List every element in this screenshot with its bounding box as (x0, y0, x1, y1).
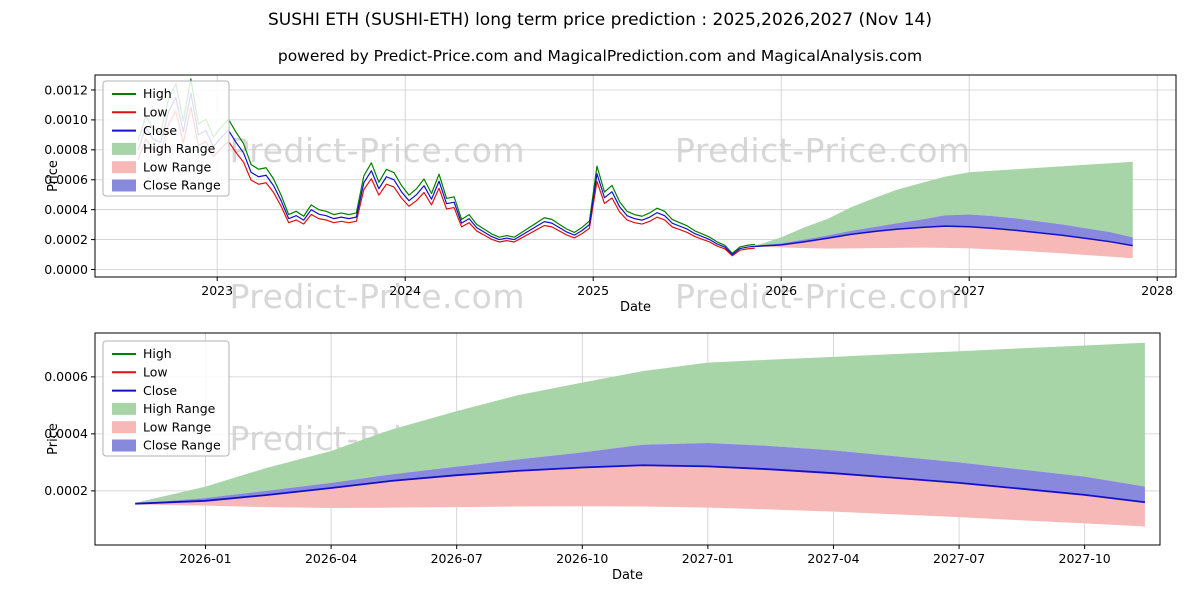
watermark-text: Predict-Price.com (675, 131, 971, 170)
long-term-chart: 2023 2024 2025 2026 2027 2028 0.0000 0.0002 0.00… (44, 74, 1177, 315)
axis-text: High Range (143, 141, 216, 156)
watermark-text: Predict-Price.com (675, 277, 971, 316)
axis-text: 0.0010 (44, 112, 88, 127)
axis-text: 2025 (577, 283, 609, 298)
forecast-detail-chart: 2026-01 2026-04 2026-07 2026-10 2027-01 2027-… (44, 332, 1161, 583)
axis-text: Date (612, 568, 643, 583)
plot-frame (94, 332, 1161, 546)
legend-swatch-low-range (112, 161, 136, 174)
series-close-forecast (754, 225, 1133, 248)
axis-text: Close (143, 123, 177, 138)
series (137, 78, 1133, 257)
band-high-range (135, 342, 1145, 504)
axis-text: 2026-10 (556, 551, 608, 566)
axis-text: High (143, 86, 172, 101)
axis-text: Price (46, 160, 61, 192)
series-high (137, 78, 755, 254)
watermark-row-top: Predict-Price.com Predict-Price.com (0, 131, 1200, 170)
axis-text: 0.0006 (44, 172, 88, 187)
legend: High Low Close High Range Low Range Close Ran… (102, 80, 230, 197)
band-low-range (754, 226, 1133, 259)
band-close-range (135, 442, 1145, 504)
axis-text: 0.0012 (44, 82, 88, 97)
axis-text: 2026-07 (431, 551, 483, 566)
axis-text: 2027-01 (682, 551, 734, 566)
band-high-range (754, 161, 1133, 247)
plot-frame (94, 74, 1177, 278)
chart-title: SUSHI ETH (SUSHI-ETH) long term price pr… (268, 10, 932, 30)
watermark-text: Predict-Price.com (229, 277, 525, 316)
legend: High Low Close High Range Low Range Close Ran… (102, 340, 230, 457)
axis-text: 2027-07 (933, 551, 985, 566)
series-low (137, 106, 755, 257)
legend-swatch-close-range (112, 179, 136, 192)
axis-text: 2027-10 (1059, 551, 1111, 566)
axis-text: Close Range (143, 178, 221, 193)
axis-text: 2023 (201, 283, 233, 298)
axis-text: 0.0004 (44, 202, 88, 217)
axis-text: 2027 (953, 283, 985, 298)
legend-swatch-close-range (112, 439, 136, 452)
axis-text: 2026 (765, 283, 797, 298)
axes: 2026-01 2026-04 2026-07 2026-10 2027-01 2027-… (44, 369, 1111, 583)
axis-text: Low Range (143, 419, 212, 434)
series (135, 464, 1146, 505)
axis-text: 0.0006 (44, 369, 88, 384)
chart-subtitle: powered by Predict-Price.com and Magical… (277, 47, 923, 65)
band-low-range (135, 465, 1145, 527)
axis-text: 0.0004 (44, 426, 88, 441)
watermark-text: Predict-Price.com (229, 131, 525, 170)
bands (754, 161, 1133, 259)
axis-text: 2028 (1141, 283, 1173, 298)
axis-text: 0.0000 (44, 262, 88, 277)
axis-text: High (143, 346, 172, 361)
series-close (137, 92, 755, 256)
series-close-forecast (135, 464, 1146, 505)
axis-text: Low Range (143, 159, 212, 174)
legend-swatch-high-range (112, 402, 136, 415)
legend-swatch-high-range (112, 142, 136, 155)
axis-text: Close Range (143, 438, 221, 453)
axis-text: 0.0002 (44, 232, 88, 247)
axis-text: Low (143, 105, 168, 120)
axis-text: Low (143, 365, 168, 380)
axis-text: Close (143, 383, 177, 398)
axis-text: Date (620, 300, 651, 315)
axis-text: 2026-01 (179, 551, 231, 566)
band-close-range (754, 214, 1133, 247)
axis-text: 2026-04 (305, 551, 357, 566)
bands (135, 342, 1145, 527)
axis-text: 0.0002 (44, 483, 88, 498)
axis-text: 0.0008 (44, 142, 88, 157)
axis-text: High Range (143, 401, 216, 416)
axis-text: 2027-04 (807, 551, 859, 566)
axes: 2023 2024 2025 2026 2027 2028 0.0000 0.0002 0.00… (44, 82, 1173, 315)
watermark-row-middle: Predict-Price.com Predict-Price.com (0, 277, 1200, 316)
axis-text: 2024 (389, 283, 421, 298)
legend-swatch-low-range (112, 421, 136, 434)
axis-text: Price (46, 423, 61, 455)
